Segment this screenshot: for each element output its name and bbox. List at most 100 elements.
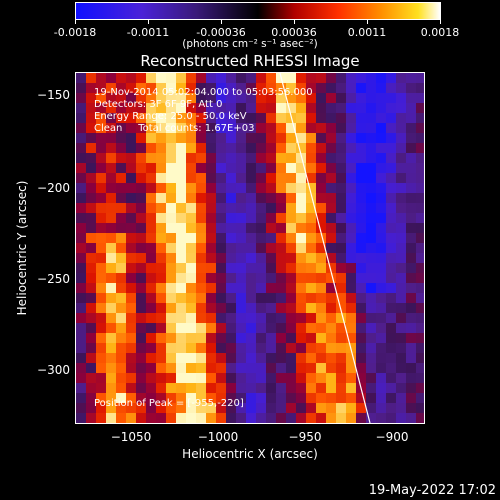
image-pixel	[196, 223, 206, 233]
image-pixel	[186, 113, 196, 123]
image-pixel	[126, 183, 136, 193]
image-pixel	[156, 163, 166, 173]
image-pixel	[86, 323, 96, 333]
image-pixel	[156, 153, 166, 163]
image-pixel	[116, 183, 126, 193]
image-pixel	[196, 153, 206, 163]
image-pixel	[136, 133, 146, 143]
image-pixel	[346, 383, 356, 393]
image-pixel	[216, 113, 226, 123]
image-pixel	[366, 233, 376, 243]
image-pixel	[166, 263, 176, 273]
image-pixel	[106, 203, 116, 213]
image-pixel	[76, 133, 86, 143]
image-pixel	[136, 93, 146, 103]
image-pixel	[396, 203, 406, 213]
image-pixel	[286, 293, 296, 303]
image-pixel	[76, 73, 86, 83]
image-pixel	[176, 343, 186, 353]
image-pixel	[236, 93, 246, 103]
image-pixel	[406, 383, 416, 393]
image-pixel	[176, 213, 186, 223]
image-pixel	[296, 133, 306, 143]
image-pixel	[386, 183, 396, 193]
image-pixel	[126, 83, 136, 93]
image-pixel	[416, 163, 424, 173]
image-pixel	[136, 113, 146, 123]
image-pixel	[256, 93, 266, 103]
image-pixel	[96, 283, 106, 293]
image-pixel	[266, 143, 276, 153]
image-pixel	[86, 193, 96, 203]
y-tick-label: −200	[37, 181, 70, 195]
image-pixel	[126, 193, 136, 203]
image-pixel	[376, 363, 386, 373]
image-pixel	[416, 113, 424, 123]
image-pixel	[186, 223, 196, 233]
image-pixel	[316, 103, 326, 113]
image-pixel	[206, 163, 216, 173]
image-pixel	[96, 163, 106, 173]
image-pixel	[206, 363, 216, 373]
image-pixel	[306, 113, 316, 123]
image-pixel	[136, 203, 146, 213]
image-pixel	[356, 153, 366, 163]
image-pixel	[396, 313, 406, 323]
image-pixel	[156, 73, 166, 83]
image-pixel	[86, 153, 96, 163]
image-pixel	[96, 193, 106, 203]
image-pixel	[96, 373, 106, 383]
image-pixel	[136, 323, 146, 333]
image-pixel	[166, 133, 176, 143]
image-pixel	[276, 173, 286, 183]
image-pixel	[416, 333, 424, 343]
image-pixel	[106, 123, 116, 133]
image-pixel	[306, 373, 316, 383]
image-pixel	[116, 73, 126, 83]
image-pixel	[136, 243, 146, 253]
image-pixel	[226, 323, 236, 333]
image-pixel	[96, 363, 106, 373]
image-pixel	[296, 83, 306, 93]
image-pixel	[246, 413, 256, 423]
image-pixel	[326, 303, 336, 313]
image-pixel	[306, 143, 316, 153]
image-pixel	[96, 293, 106, 303]
image-pixel	[276, 253, 286, 263]
image-pixel	[296, 213, 306, 223]
image-pixel	[116, 383, 126, 393]
image-pixel	[176, 303, 186, 313]
image-pixel	[176, 333, 186, 343]
image-pixel	[196, 93, 206, 103]
image-pixel	[336, 253, 346, 263]
image-pixel	[246, 153, 256, 163]
image-pixel	[246, 283, 256, 293]
image-pixel	[86, 183, 96, 193]
image-pixel	[246, 313, 256, 323]
image-pixel	[116, 153, 126, 163]
image-pixel	[96, 303, 106, 313]
image-pixel	[126, 133, 136, 143]
image-pixel	[366, 83, 376, 93]
image-pixel	[96, 223, 106, 233]
image-pixel	[76, 183, 86, 193]
image-pixel	[266, 183, 276, 193]
image-pixel	[246, 263, 256, 273]
image-pixel	[86, 253, 96, 263]
image-pixel	[256, 253, 266, 263]
image-pixel	[406, 393, 416, 403]
image-pixel	[326, 83, 336, 93]
image-pixel	[166, 313, 176, 323]
image-pixel	[346, 83, 356, 93]
image-pixel	[236, 173, 246, 183]
image-pixel	[316, 233, 326, 243]
image-pixel	[406, 183, 416, 193]
image-pixel	[226, 253, 236, 263]
image-pixel	[76, 243, 86, 253]
image-pixel	[156, 323, 166, 333]
image-pixel	[356, 293, 366, 303]
image-pixel	[106, 233, 116, 243]
image-pixel	[406, 213, 416, 223]
image-pixel	[376, 133, 386, 143]
image-pixel	[196, 73, 206, 83]
